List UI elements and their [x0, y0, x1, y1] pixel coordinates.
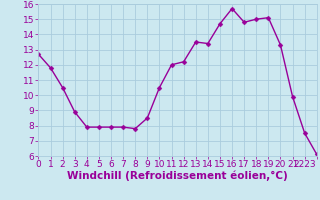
X-axis label: Windchill (Refroidissement éolien,°C): Windchill (Refroidissement éolien,°C): [67, 171, 288, 181]
